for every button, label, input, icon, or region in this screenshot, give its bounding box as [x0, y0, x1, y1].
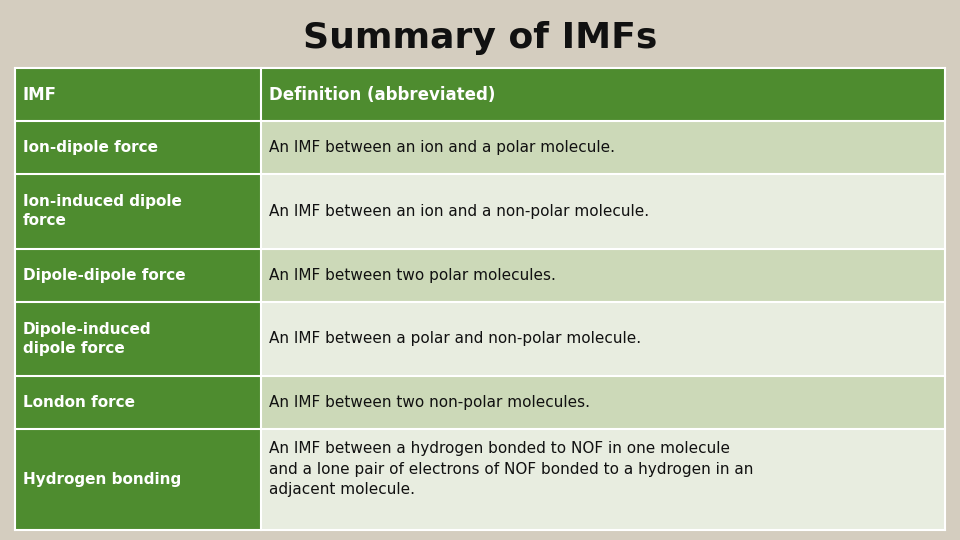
Bar [261, 174, 945, 248]
Text: An IMF between a hydrogen bonded to NOF in one molecule
and a lone pair of elect: An IMF between a hydrogen bonded to NOF … [270, 441, 754, 497]
Bar [261, 68, 945, 121]
Text: An IMF between an ion and a non-polar molecule.: An IMF between an ion and a non-polar mo… [270, 204, 650, 219]
Bar [15, 121, 261, 174]
Text: Ion-dipole force: Ion-dipole force [23, 140, 158, 155]
Text: An IMF between two non-polar molecules.: An IMF between two non-polar molecules. [270, 395, 590, 410]
Text: Dipole-dipole force: Dipole-dipole force [23, 268, 185, 282]
Bar [261, 121, 945, 174]
Text: Ion-induced dipole
force: Ion-induced dipole force [23, 194, 181, 228]
Bar [15, 302, 261, 376]
Text: An IMF between two polar molecules.: An IMF between two polar molecules. [270, 268, 557, 282]
Bar [261, 376, 945, 429]
Text: London force: London force [23, 395, 135, 410]
Text: Dipole-induced
dipole force: Dipole-induced dipole force [23, 322, 152, 356]
Text: IMF: IMF [23, 85, 57, 104]
Bar [15, 174, 261, 248]
Text: Summary of IMFs: Summary of IMFs [302, 21, 658, 55]
Text: Definition (abbreviated): Definition (abbreviated) [270, 85, 495, 104]
Bar [15, 68, 261, 121]
Bar [15, 248, 261, 302]
Bar [15, 376, 261, 429]
Text: Hydrogen bonding: Hydrogen bonding [23, 472, 181, 487]
Text: An IMF between an ion and a polar molecule.: An IMF between an ion and a polar molecu… [270, 140, 615, 155]
Bar [261, 429, 945, 530]
Bar [261, 248, 945, 302]
Bar [261, 302, 945, 376]
Text: An IMF between a polar and non-polar molecule.: An IMF between a polar and non-polar mol… [270, 332, 641, 346]
Bar [15, 429, 261, 530]
